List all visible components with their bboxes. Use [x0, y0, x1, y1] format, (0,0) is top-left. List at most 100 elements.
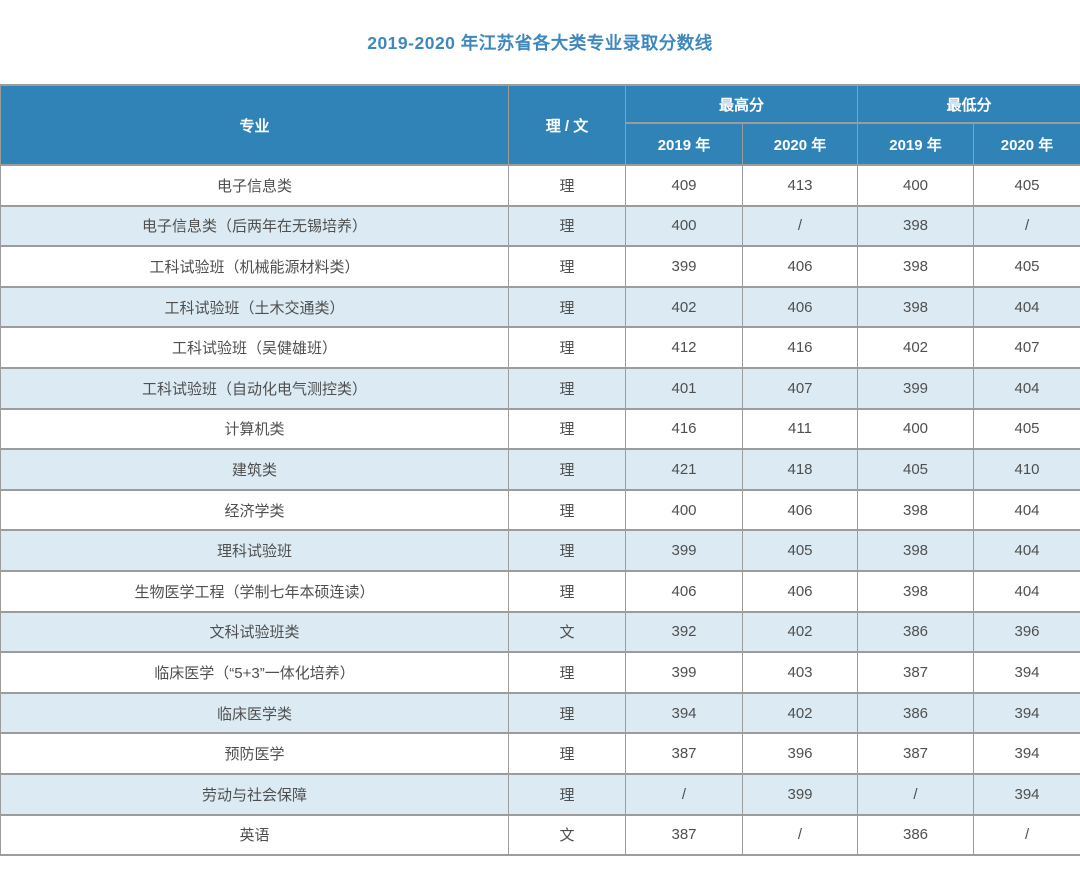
max-2019-cell: 387: [625, 732, 743, 775]
table-row: 工科试验班（机械能源材料类） 理 399 406 398 405: [0, 245, 1080, 288]
max-2020-cell: 407: [741, 366, 859, 410]
min-2020-cell: 405: [973, 164, 1080, 207]
min-2020-cell: 396: [973, 610, 1080, 654]
min-2020-cell: 405: [973, 245, 1080, 288]
max-2019-cell: 387: [625, 813, 743, 857]
min-2019-cell: 402: [857, 326, 975, 369]
max-2019-cell: 416: [625, 407, 743, 451]
max-2019-cell: 392: [625, 610, 743, 654]
track-cell: 文: [508, 813, 626, 857]
min-2019-cell: 386: [857, 610, 975, 654]
track-cell: 理: [508, 326, 626, 369]
track-cell: 理: [508, 488, 626, 532]
track-cell: 理: [508, 204, 626, 248]
min-2019-cell: 398: [857, 569, 975, 613]
min-2019-cell: 405: [857, 448, 975, 491]
min-2020-cell: 410: [973, 448, 1080, 491]
max-2019-cell: 406: [625, 569, 743, 613]
table-row: 劳动与社会保障 理 / 399 / 394: [0, 772, 1080, 816]
major-cell: 电子信息类（后两年在无锡培养）: [0, 204, 509, 248]
max-2020-cell: 406: [741, 285, 859, 329]
track-cell: 理: [508, 407, 626, 451]
header-max-2019: 2019 年: [625, 122, 743, 166]
min-2020-cell: 405: [973, 407, 1080, 451]
min-2019-cell: 386: [857, 691, 975, 735]
major-cell: 工科试验班（土木交通类）: [0, 285, 509, 329]
max-2020-cell: 403: [741, 651, 859, 694]
min-2020-cell: 404: [973, 569, 1080, 613]
max-2020-cell: /: [741, 204, 859, 248]
major-cell: 临床医学类: [0, 691, 509, 735]
header-row-groups: 专业 理 / 文 最高分 最低分: [0, 84, 1080, 166]
max-2020-cell: 396: [741, 732, 859, 775]
min-2020-cell: 394: [973, 691, 1080, 735]
table-row: 电子信息类（后两年在无锡培养） 理 400 / 398 /: [0, 204, 1080, 248]
min-2020-cell: 394: [973, 772, 1080, 816]
major-cell: 预防医学: [0, 732, 509, 775]
min-2020-cell: /: [973, 813, 1080, 857]
max-2020-cell: 402: [741, 691, 859, 735]
track-cell: 理: [508, 651, 626, 694]
table-row: 临床医学（“5+3”一体化培养） 理 399 403 387 394: [0, 651, 1080, 694]
min-2019-cell: 398: [857, 488, 975, 532]
min-2019-cell: 387: [857, 732, 975, 775]
max-2019-cell: 400: [625, 204, 743, 248]
max-2019-cell: 402: [625, 285, 743, 329]
table-row: 工科试验班（吴健雄班） 理 412 416 402 407: [0, 326, 1080, 369]
major-cell: 工科试验班（机械能源材料类）: [0, 245, 509, 288]
min-2020-cell: /: [973, 204, 1080, 248]
min-2019-cell: 398: [857, 285, 975, 329]
max-2019-cell: 409: [625, 164, 743, 207]
max-2020-cell: 406: [741, 569, 859, 613]
max-2020-cell: 418: [741, 448, 859, 491]
major-cell: 工科试验班（吴健雄班）: [0, 326, 509, 369]
major-cell: 计算机类: [0, 407, 509, 451]
min-2019-cell: 386: [857, 813, 975, 857]
max-2020-cell: 406: [741, 245, 859, 288]
track-cell: 理: [508, 285, 626, 329]
min-2020-cell: 404: [973, 529, 1080, 572]
track-cell: 理: [508, 448, 626, 491]
min-2019-cell: 400: [857, 407, 975, 451]
major-cell: 经济学类: [0, 488, 509, 532]
header-min-2020: 2020 年: [973, 122, 1080, 166]
header-track: 理 / 文: [508, 84, 626, 166]
min-2019-cell: 398: [857, 529, 975, 572]
min-2019-cell: 399: [857, 366, 975, 410]
min-2020-cell: 404: [973, 366, 1080, 410]
max-2020-cell: 411: [741, 407, 859, 451]
major-cell: 文科试验班类: [0, 610, 509, 654]
major-cell: 劳动与社会保障: [0, 772, 509, 816]
track-cell: 理: [508, 529, 626, 572]
max-2019-cell: 399: [625, 529, 743, 572]
table-row: 工科试验班（自动化电气测控类） 理 401 407 399 404: [0, 366, 1080, 410]
min-2019-cell: 398: [857, 204, 975, 248]
track-cell: 理: [508, 245, 626, 288]
header-row-years: 2019 年 2020 年 2019 年 2020 年: [1, 122, 1080, 166]
table-row: 理科试验班 理 399 405 398 404: [0, 529, 1080, 572]
max-2019-cell: 394: [625, 691, 743, 735]
major-cell: 生物医学工程（学制七年本硕连读）: [0, 569, 509, 613]
max-2019-cell: 400: [625, 488, 743, 532]
table-row: 经济学类 理 400 406 398 404: [0, 488, 1080, 532]
header-min-2019: 2019 年: [857, 122, 975, 166]
max-2020-cell: 399: [741, 772, 859, 816]
min-2019-cell: 387: [857, 651, 975, 694]
min-2020-cell: 394: [973, 651, 1080, 694]
table-row: 英语 文 387 / 386 /: [0, 813, 1080, 857]
table-row: 电子信息类 理 409 413 400 405: [0, 164, 1080, 207]
max-2019-cell: /: [625, 772, 743, 816]
track-cell: 理: [508, 569, 626, 613]
max-2019-cell: 399: [625, 245, 743, 288]
min-2019-cell: 398: [857, 245, 975, 288]
min-2020-cell: 407: [973, 326, 1080, 369]
table-row: 建筑类 理 421 418 405 410: [0, 448, 1080, 491]
min-2020-cell: 394: [973, 732, 1080, 775]
major-cell: 理科试验班: [0, 529, 509, 572]
table-row: 生物医学工程（学制七年本硕连读） 理 406 406 398 404: [0, 569, 1080, 613]
header-min-group: 最低分: [857, 84, 1080, 124]
table-row: 临床医学类 理 394 402 386 394: [0, 691, 1080, 735]
max-2019-cell: 401: [625, 366, 743, 410]
max-2020-cell: 406: [741, 488, 859, 532]
table-row: 计算机类 理 416 411 400 405: [0, 407, 1080, 451]
